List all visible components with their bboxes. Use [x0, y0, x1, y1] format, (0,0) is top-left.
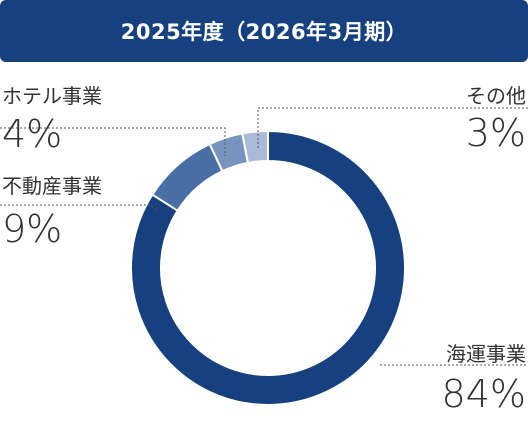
slice-other: [241, 129, 269, 165]
label-other-value: 3%: [466, 111, 526, 155]
label-hotel-name: ホテル事業: [2, 84, 102, 108]
chart-title-bar: 2025年度（2026年3月期）: [0, 0, 528, 62]
label-shipping-value: 84%: [442, 372, 526, 416]
label-shipping-name: 海運事業: [446, 342, 526, 366]
label-other-name: その他: [466, 84, 526, 108]
leader-line-other: [257, 107, 528, 150]
slice-realestate: [150, 142, 224, 213]
label-realestate-name: 不動産事業: [2, 174, 102, 198]
label-realestate-value: 9%: [2, 207, 62, 251]
leader-line-hotel: [0, 127, 226, 156]
slice-shipping: [130, 129, 406, 406]
leader-line-realestate: [0, 204, 159, 213]
chart-title: 2025年度（2026年3月期）: [120, 20, 408, 44]
label-hotel-value: 4%: [2, 112, 62, 156]
